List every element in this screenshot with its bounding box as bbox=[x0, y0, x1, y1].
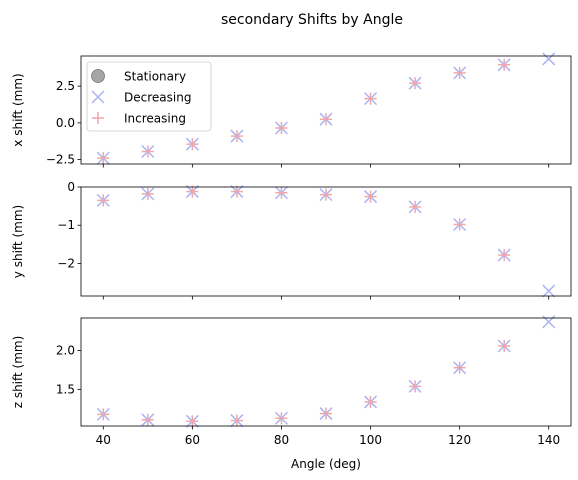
y-shift-increasing-point bbox=[364, 190, 377, 203]
x-shift-ylabel: x shift (mm) bbox=[11, 73, 25, 146]
x-shift-increasing-point bbox=[364, 92, 377, 105]
x-shift-decreasing-point bbox=[542, 52, 556, 66]
z-shift-increasing-point bbox=[409, 380, 422, 393]
y-shift-increasing-point bbox=[409, 200, 422, 213]
z-shift-increasing-point bbox=[186, 415, 199, 428]
z-shift-xtick-label: 60 bbox=[185, 433, 200, 447]
z-shift-increasing-point bbox=[141, 413, 154, 426]
x-shift-increasing-point bbox=[320, 113, 332, 126]
y-shift-ytick-label: −2 bbox=[57, 256, 75, 270]
x-shift-increasing-point bbox=[97, 152, 110, 165]
y-shift-decreasing-point bbox=[542, 284, 556, 298]
z-shift-increasing-point bbox=[364, 395, 377, 408]
legend-frame bbox=[86, 61, 212, 132]
y-shift-ytick-label: 0 bbox=[67, 180, 75, 194]
y-shift-ytick-label: −1 bbox=[57, 218, 75, 232]
y-shift-increasing-point bbox=[97, 194, 110, 207]
subplots: −2.5 0.0 2.5 x shift (mm) −2 −1 0 y shift (mm) 1… bbox=[11, 52, 572, 471]
z-shift-increasing-point bbox=[275, 412, 288, 425]
x-shift-ytick-label: 0.0 bbox=[56, 116, 75, 130]
z-shift-increasing-point bbox=[320, 407, 332, 420]
z-shift-axes-frame bbox=[80, 317, 572, 427]
x-shift-ytick-label: 2.5 bbox=[56, 79, 75, 93]
z-shift-ytick-label: 1.5 bbox=[56, 382, 75, 396]
y-shift-panel: −2 −1 0 y shift (mm) bbox=[11, 180, 572, 300]
x-shift-increasing-point bbox=[186, 138, 199, 151]
x-shift-panel: −2.5 0.0 2.5 x shift (mm) bbox=[11, 52, 572, 168]
x-shift-axes-frame bbox=[80, 55, 572, 165]
y-shift-increasing-point bbox=[320, 188, 332, 201]
z-shift-increasing-point bbox=[498, 339, 511, 352]
z-shift-xtick-label: 140 bbox=[537, 433, 560, 447]
z-shift-xtick-label: 120 bbox=[448, 433, 471, 447]
legend-label-stationary: Stationary bbox=[124, 70, 186, 84]
z-shift-panel: 1.5 2.0 40 60 80 100 120 140 z shift (mm) Angle (… bbox=[11, 315, 572, 471]
legend: Stationary Decreasing Increasing bbox=[86, 61, 212, 132]
x-shift-increasing-point bbox=[275, 122, 288, 134]
z-shift-increasing-point bbox=[97, 408, 110, 421]
y-shift-increasing-point bbox=[186, 185, 199, 198]
y-shift-increasing-point bbox=[275, 186, 288, 199]
x-shift-increasing-point bbox=[409, 77, 422, 90]
z-shift-xtick-label: 80 bbox=[274, 433, 289, 447]
x-shift-increasing-point bbox=[453, 66, 466, 79]
y-shift-axes-frame bbox=[80, 186, 572, 297]
x-shift-series-increasing bbox=[97, 58, 511, 165]
legend-label-decreasing: Decreasing bbox=[124, 91, 191, 105]
legend-marker-decreasing bbox=[91, 90, 105, 104]
z-shift-increasing-point bbox=[453, 361, 466, 374]
legend-marker-stationary bbox=[91, 69, 105, 83]
y-shift-increasing-point bbox=[230, 185, 243, 198]
z-shift-xlabel: Angle (deg) bbox=[291, 457, 361, 471]
z-shift-series-increasing bbox=[97, 339, 511, 428]
y-shift-increasing-point bbox=[498, 249, 511, 262]
z-shift-xtick-label: 40 bbox=[96, 433, 111, 447]
y-shift-ylabel: y shift (mm) bbox=[11, 205, 25, 278]
y-shift-increasing-point bbox=[141, 187, 154, 200]
figure-title: secondary Shifts by Angle bbox=[221, 12, 403, 28]
y-shift-increasing-point bbox=[453, 218, 466, 231]
legend-label-increasing: Increasing bbox=[124, 112, 186, 126]
z-shift-ylabel: z shift (mm) bbox=[11, 336, 25, 409]
x-shift-increasing-point bbox=[230, 130, 243, 143]
z-shift-ytick-label: 2.0 bbox=[56, 344, 75, 358]
z-shift-increasing-point bbox=[230, 414, 243, 427]
x-shift-increasing-point bbox=[141, 145, 154, 158]
legend-marker-increasing bbox=[92, 112, 104, 124]
x-shift-ytick-label: −2.5 bbox=[46, 153, 75, 167]
z-shift-xtick-label: 100 bbox=[359, 433, 382, 447]
y-shift-series-increasing bbox=[97, 185, 511, 262]
x-shift-increasing-point bbox=[498, 58, 511, 71]
